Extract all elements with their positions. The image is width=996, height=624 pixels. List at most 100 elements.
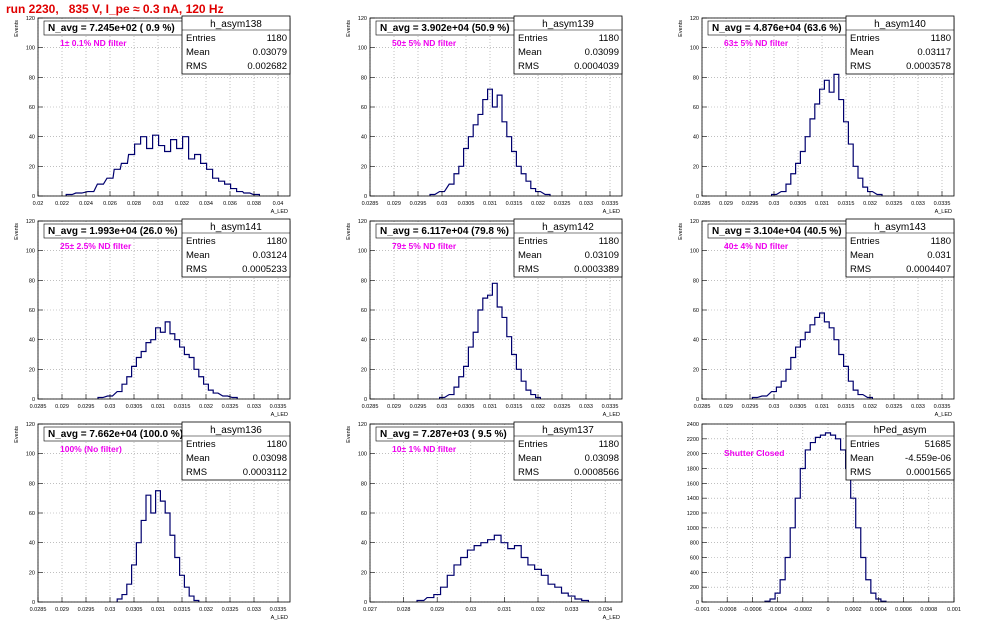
x-tick-label: 0.03 [465, 607, 476, 613]
y-tick-label: 100 [26, 249, 35, 255]
stats-value-entries: 1180 [267, 236, 287, 247]
stats-value-rms: 0.0004407 [906, 264, 951, 275]
histogram-h_asym141: 0.0285 0.029 0.0295 0.03 0.0305 0.031 0.0315 0.… [14, 218, 291, 418]
x-tick-label: 0.031 [815, 404, 829, 410]
histogram-series [416, 534, 589, 602]
stats-value-mean: -4.559e-06 [905, 453, 951, 464]
x-tick-label: 0.03 [105, 404, 116, 410]
x-tick-label: 0.033 [911, 201, 925, 207]
filter-label: 100% (No filter) [60, 444, 122, 454]
stats-value-rms: 0.0008566 [574, 467, 619, 478]
navg-text: N_avg = 4.876e+04 (63.6 %) [712, 23, 842, 34]
filter-label: 50± 5% ND filter [392, 38, 457, 48]
stats-label-rms: RMS [518, 61, 539, 72]
navg-text: N_avg = 1.993e+04 (26.0 %) [48, 226, 178, 237]
histogram-pad-h_asym140: 0.0285 0.029 0.0295 0.03 0.0305 0.031 0.0315 0.… [664, 15, 996, 218]
x-tick-label: 0.0315 [506, 404, 523, 410]
x-tick-label: 0.022 [55, 201, 69, 207]
stats-label-entries: Entries [186, 33, 216, 44]
y-tick-label: 0 [32, 600, 35, 606]
x-tick-label: 0.024 [79, 201, 93, 207]
stats-box [513, 421, 623, 481]
x-tick-label: 0.033 [911, 404, 925, 410]
histogram-pad-h_asym141: 0.0285 0.029 0.0295 0.03 0.0305 0.031 0.0315 0.… [0, 218, 332, 421]
stats-label-mean: Mean [850, 47, 874, 58]
x-tick-label: -0.0004 [768, 607, 787, 613]
x-tick-label: 0.0325 [886, 404, 903, 410]
stats-value-entries: 1180 [599, 236, 619, 247]
x-tick-label: 0.036 [223, 201, 237, 207]
stats-label-rms: RMS [850, 467, 871, 478]
x-tick-label: 0.033 [247, 404, 261, 410]
navg-text: N_avg = 6.117e+04 (79.8 %) [380, 226, 509, 237]
page-title: run 2230, 835 V, I_pe ≈ 0.3 nA, 120 Hz [6, 2, 224, 16]
x-tick-label: 0.0285 [362, 404, 379, 410]
stats-label-mean: Mean [850, 453, 874, 464]
stats-label-entries: Entries [186, 236, 216, 247]
x-tick-label: 0.0315 [174, 607, 191, 613]
filter-label: 40± 4% ND filter [724, 241, 789, 251]
stats-box [845, 421, 955, 481]
histogram-series [439, 282, 541, 399]
y-tick-label: 1200 [687, 511, 699, 517]
stats-title: h_asym140 [874, 19, 926, 30]
x-tick-label: 0.029 [55, 607, 69, 613]
x-tick-label: 0.032 [531, 607, 545, 613]
y-tick-label: 80 [29, 481, 35, 487]
x-tick-label: 0.0335 [934, 404, 951, 410]
stats-label-rms: RMS [518, 264, 539, 275]
y-tick-label: 120 [26, 16, 35, 22]
x-tick-label: 0.0335 [270, 607, 287, 613]
y-tick-label: 80 [29, 278, 35, 284]
x-tick-label: 0.029 [387, 201, 401, 207]
x-tick-label: 0.031 [151, 607, 165, 613]
y-tick-label: 120 [358, 16, 367, 22]
stats-box [181, 218, 291, 278]
stats-label-mean: Mean [186, 47, 210, 58]
y-tick-label: 40 [693, 135, 699, 141]
y-axis-label: Events [14, 20, 20, 37]
stats-label-entries: Entries [518, 33, 548, 44]
histogram-hPed_asym: -0.001 -0.0008 -0.0006 -0.0004 -0.0002 0 0.000… [687, 421, 961, 613]
x-tick-label: 0.0315 [838, 201, 855, 207]
y-axis-label: Events [678, 20, 684, 37]
y-tick-label: 100 [690, 249, 699, 255]
x-tick-label: 0.029 [55, 404, 69, 410]
y-tick-label: 80 [361, 278, 367, 284]
stats-value-mean: 0.03099 [585, 47, 619, 58]
histogram-h_asym143: 0.0285 0.029 0.0295 0.03 0.0305 0.031 0.0315 0.… [678, 218, 955, 418]
x-tick-label: 0.038 [247, 201, 261, 207]
y-tick-label: 100 [358, 452, 367, 458]
x-tick-label: 0.028 [127, 201, 141, 207]
stats-value-rms: 0.0003578 [906, 61, 951, 72]
x-tick-label: 0.0335 [602, 404, 619, 410]
histogram-h_asym138: 0.02 0.022 0.024 0.026 0.028 0.03 0.032 0.034 0.… [14, 15, 291, 215]
stats-box [513, 15, 623, 75]
stats-value-mean: 0.03098 [253, 453, 287, 464]
y-tick-label: 60 [29, 511, 35, 517]
x-tick-label: 0.0008 [920, 607, 937, 613]
y-tick-label: 0 [696, 397, 699, 403]
y-tick-label: 120 [26, 422, 35, 428]
stats-value-entries: 1180 [931, 236, 951, 247]
y-tick-label: 60 [361, 105, 367, 111]
x-tick-label: 0.031 [151, 404, 165, 410]
y-tick-label: 20 [693, 367, 699, 373]
x-tick-label: 0.0305 [790, 404, 807, 410]
y-axis-label: Events [678, 223, 684, 240]
y-tick-label: 40 [693, 338, 699, 344]
x-tick-label: 0.0004 [870, 607, 887, 613]
y-tick-label: 20 [29, 164, 35, 170]
y-tick-label: 120 [26, 219, 35, 225]
x-tick-label: 0.03 [769, 404, 780, 410]
y-tick-label: 20 [693, 164, 699, 170]
x-tick-label: 0.033 [565, 607, 579, 613]
x-tick-label: 0.0325 [222, 607, 239, 613]
y-tick-label: 40 [29, 338, 35, 344]
histogram-pad-h_asym137: 0.027 0.028 0.029 0.03 0.031 0.032 0.033 0.034 0… [332, 421, 664, 624]
stats-label-entries: Entries [186, 439, 216, 450]
x-tick-label: 0.0325 [886, 201, 903, 207]
x-tick-label: 0.0002 [845, 607, 862, 613]
stats-label-rms: RMS [186, 467, 207, 478]
x-tick-label: 0.0305 [790, 201, 807, 207]
